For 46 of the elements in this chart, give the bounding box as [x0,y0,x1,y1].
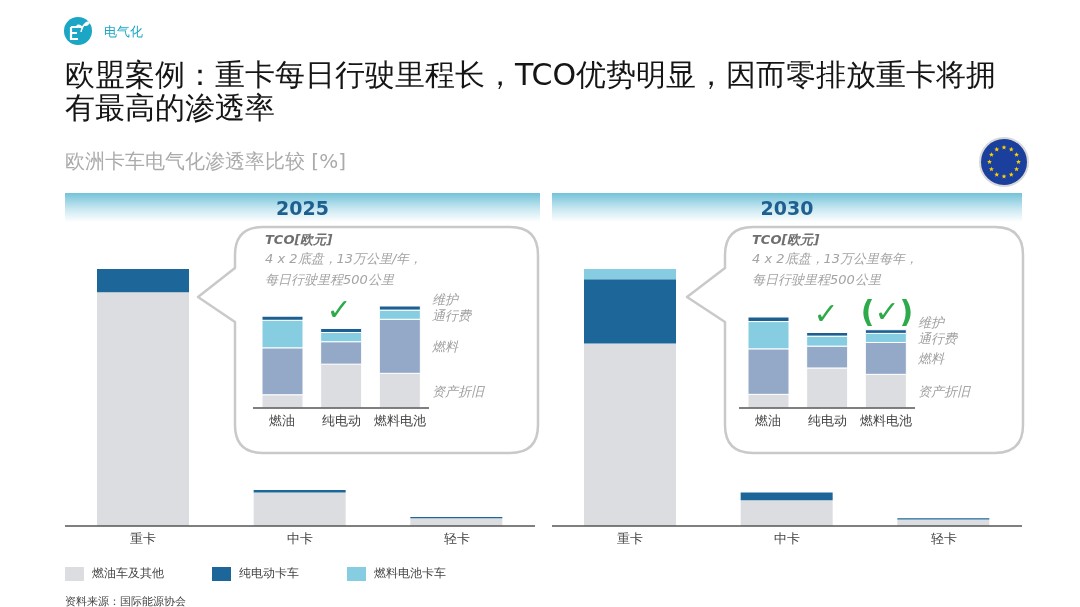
annotation: (✓) [860,294,914,329]
x-tick-label: 中卡 [287,531,313,547]
bar [253,490,346,493]
chart-subtitle: 4 x 2底盘，13万公里/年，每日行驶里程500公里 [265,251,423,287]
chart-title: TCO[欧元] [265,232,333,247]
x-tick-label: 燃油 [755,413,782,429]
x-tick-label: 燃油 [269,413,296,429]
text: 欧洲卡车电气化渗透率比较 [%] [65,149,346,173]
chart-title: 2025 [276,196,329,219]
series-label: 维护 [432,291,459,307]
x-tick-label: 中卡 [774,531,800,547]
x-tick-label: 重卡 [130,531,157,547]
series-label: 通行费 [432,307,472,323]
bar [97,292,189,526]
x-tick-label: 纯电动 [807,413,847,429]
bar [740,492,833,501]
x-tick-label: 轻卡 [930,531,957,547]
text: 资料来源：国际能源协会 [65,595,186,607]
x-tick-label: 轻卡 [443,531,470,547]
bar [584,279,676,344]
legend-label: 燃料电池卡车 [374,565,446,582]
series-label: 维护 [918,314,945,330]
chart-title: TCO[欧元] [752,232,820,247]
series-label: 通行费 [918,330,958,346]
series-label: 燃料 [432,339,459,355]
series-label: 资产折旧 [432,383,485,399]
chart-subtitle: 4 x 2底盘，13万公里每年，每日行驶里程500公里 [752,251,919,287]
x-tick-label: 燃料电池 [373,413,426,429]
bar [253,492,346,526]
legend-label: 纯电动卡车 [239,565,299,582]
bar [584,269,676,280]
text: 欧盟案例：重卡每日行驶里程长，TCO优势明显，因而零排放重卡将拥有最高的渗透率 [65,57,997,125]
series-label: 资产折旧 [918,384,971,400]
x-tick-label: 燃料电池 [859,413,912,429]
bar [97,269,189,293]
legend-label: 燃油车及其他 [92,565,164,582]
annotation: ✓ [813,296,839,331]
bar [584,343,676,526]
annotation: ✓ [326,292,352,327]
text: 电气化 [104,24,143,39]
chart-title: 2030 [760,196,814,219]
bar [740,500,833,526]
x-tick-label: 纯电动 [321,413,361,429]
x-tick-label: 重卡 [617,531,644,547]
bar [410,518,503,526]
series-label: 燃料 [918,351,945,367]
